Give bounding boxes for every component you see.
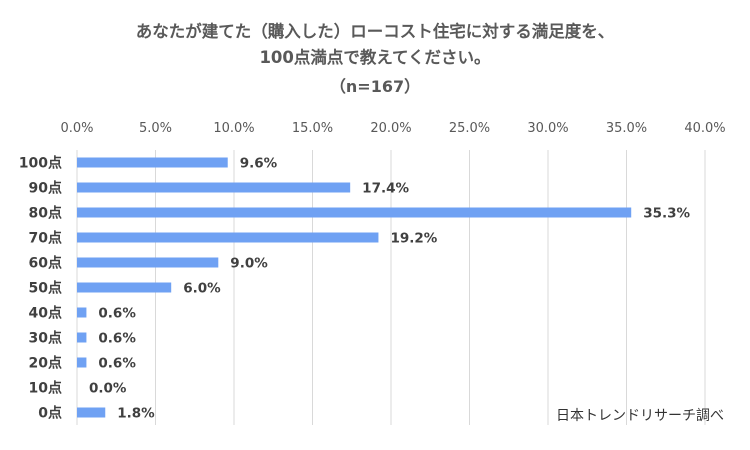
value-label: 9.6% <box>240 156 278 172</box>
bar <box>77 307 87 318</box>
bar <box>77 332 87 343</box>
x-tick-label: 0.0% <box>60 121 93 136</box>
bar <box>77 407 106 418</box>
x-tick-label: 35.0% <box>606 121 647 136</box>
x-axis-ticks: 0.0% 5.0% 10.0% 15.0% 20.0% 25.0% 30.0% 35.0% 40… <box>60 121 725 136</box>
chart-title-line-1: あなたが建てた（購入した）ローコスト住宅に対する満足度を、 <box>135 22 615 41</box>
bar <box>77 282 172 293</box>
category-label: 40点 <box>29 305 62 322</box>
x-tick-label: 10.0% <box>213 121 254 136</box>
value-label: 9.0% <box>230 256 268 272</box>
value-label: 0.6% <box>98 331 136 347</box>
bar <box>77 207 632 218</box>
x-tick-label: 40.0% <box>684 121 725 136</box>
value-label: 0.6% <box>98 306 136 322</box>
chart-title-line-2: 100点満点で教えてください。 <box>259 48 491 67</box>
bar <box>77 232 379 243</box>
category-label: 50点 <box>29 280 62 297</box>
bar <box>77 257 219 268</box>
bar <box>77 157 228 168</box>
x-tick-label: 5.0% <box>139 121 172 136</box>
category-label: 0点 <box>38 405 62 422</box>
value-label: 35.3% <box>643 206 690 222</box>
value-label: 19.2% <box>390 231 437 247</box>
value-label: 17.4% <box>362 181 409 197</box>
source-note: 日本トレンドリサーチ調べ <box>556 408 724 424</box>
category-label: 10点 <box>29 380 62 397</box>
category-label: 60点 <box>29 255 62 272</box>
x-tick-label: 20.0% <box>370 121 411 136</box>
value-label: 1.8% <box>117 406 155 422</box>
category-label: 100点 <box>19 155 62 172</box>
x-tick-label: 30.0% <box>527 121 568 136</box>
bar <box>77 182 351 193</box>
x-tick-label: 25.0% <box>449 121 490 136</box>
x-tick-label: 15.0% <box>292 121 333 136</box>
chart-sample-size: （n=167） <box>329 77 421 96</box>
category-label: 30点 <box>29 330 62 347</box>
category-label: 70点 <box>29 230 62 247</box>
value-label: 0.0% <box>89 381 127 397</box>
category-label: 20点 <box>29 355 62 372</box>
category-labels: 100点 90点 80点 70点 60点 50点 40点 30点 20点 10点 0点 <box>19 155 62 422</box>
bar <box>77 357 87 368</box>
value-label: 0.6% <box>98 356 136 372</box>
value-label: 6.0% <box>183 281 221 297</box>
bars <box>77 157 632 418</box>
category-label: 80点 <box>29 205 62 222</box>
value-labels: 9.6% 17.4% 35.3% 19.2% 9.0% 6.0% 0.6% 0.6% 0.6% 0… <box>89 156 691 422</box>
category-label: 90点 <box>29 180 62 197</box>
